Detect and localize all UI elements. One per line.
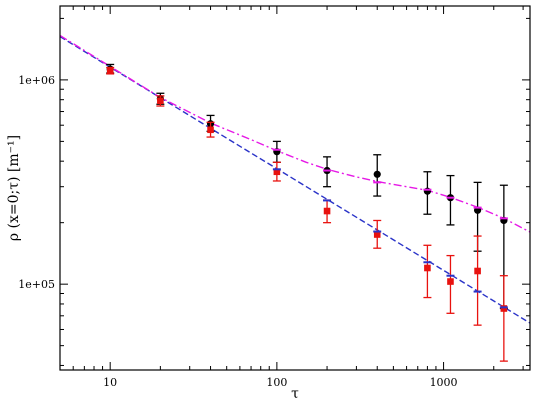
plot-content bbox=[60, 34, 530, 362]
series-2-point-5 bbox=[323, 207, 331, 215]
x-tick-label-2: 100 bbox=[266, 376, 287, 389]
series-2-point-7 bbox=[424, 264, 431, 272]
y-tick-label-2: 1e+06 bbox=[18, 74, 55, 87]
x-axis-label: τ bbox=[291, 386, 299, 402]
y-tick-label-1: 1e+05 bbox=[18, 278, 55, 291]
series-2-point-8 bbox=[447, 278, 454, 285]
series-1-point-6 bbox=[373, 170, 381, 178]
y-axis-label: ρ (x=0;τ) [m⁻¹] bbox=[6, 135, 22, 241]
series-2-point-1 bbox=[106, 67, 114, 74]
series-2-point-4 bbox=[273, 168, 281, 176]
series-2-point-6 bbox=[373, 231, 381, 238]
plot-frame bbox=[59, 5, 531, 371]
series-2-point-10 bbox=[500, 305, 508, 312]
fit-line-2 bbox=[60, 34, 530, 233]
series-2-point-3 bbox=[207, 126, 214, 134]
axis-ticks bbox=[59, 6, 530, 370]
series-2-point-9 bbox=[474, 267, 481, 275]
tick-labels: 10 100 1000 1e+05 1e+06 bbox=[18, 74, 457, 389]
x-tick-label-3: 1000 bbox=[430, 376, 458, 389]
x-tick-label-1: 10 bbox=[103, 376, 117, 389]
series-2-point-2 bbox=[157, 97, 164, 105]
